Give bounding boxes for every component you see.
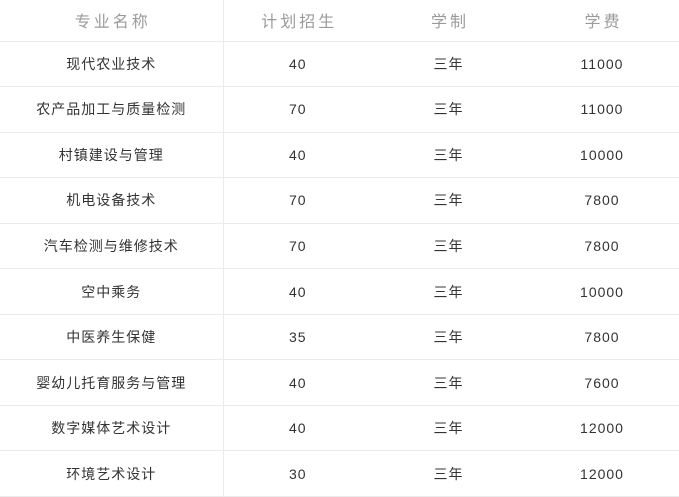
tuition-cell: 12000 [525,405,679,452]
column-header-planned-enrollment: 计划招生 [223,0,372,42]
duration-cell: 三年 [372,314,525,361]
planned-enrollment-cell: 70 [223,223,372,270]
tuition-cell: 10000 [525,268,679,315]
table-row: 村镇建设与管理 40 三年 10000 [0,132,679,179]
duration-cell: 三年 [372,223,525,270]
planned-enrollment-cell: 40 [223,268,372,315]
table-row: 农产品加工与质量检测 70 三年 11000 [0,86,679,133]
table-row: 空中乘务 40 三年 10000 [0,268,679,315]
duration-cell: 三年 [372,405,525,452]
column-header-major-name: 专业名称 [0,0,224,42]
tuition-cell: 11000 [525,41,679,88]
planned-enrollment-cell: 70 [223,177,372,224]
tuition-cell: 10000 [525,132,679,179]
tuition-cell: 7800 [525,177,679,224]
table-row: 汽车检测与维修技术 70 三年 7800 [0,223,679,270]
duration-cell: 三年 [372,177,525,224]
column-header-duration: 学制 [372,0,525,42]
major-name-cell: 农产品加工与质量检测 [0,86,224,133]
duration-cell: 三年 [372,359,525,406]
table-row: 中医养生保健 35 三年 7800 [0,314,679,361]
planned-enrollment-cell: 40 [223,405,372,452]
table-row: 现代农业技术 40 三年 11000 [0,41,679,88]
major-name-cell: 中医养生保健 [0,314,224,361]
tuition-cell: 7600 [525,359,679,406]
tuition-cell: 7800 [525,223,679,270]
duration-cell: 三年 [372,86,525,133]
planned-enrollment-cell: 40 [223,359,372,406]
major-name-cell: 空中乘务 [0,268,224,315]
tuition-cell: 11000 [525,86,679,133]
major-name-cell: 现代农业技术 [0,41,224,88]
major-name-cell: 环境艺术设计 [0,450,224,497]
planned-enrollment-cell: 70 [223,86,372,133]
duration-cell: 三年 [372,132,525,179]
major-name-cell: 村镇建设与管理 [0,132,224,179]
table-row: 数字媒体艺术设计 40 三年 12000 [0,405,679,452]
planned-enrollment-cell: 40 [223,41,372,88]
table-row: 婴幼儿托育服务与管理 40 三年 7600 [0,359,679,406]
major-name-cell: 机电设备技术 [0,177,224,224]
planned-enrollment-cell: 35 [223,314,372,361]
tuition-cell: 7800 [525,314,679,361]
table-header-row: 专业名称 计划招生 学制 学费 [0,0,679,42]
major-name-cell: 数字媒体艺术设计 [0,405,224,452]
duration-cell: 三年 [372,268,525,315]
duration-cell: 三年 [372,450,525,497]
planned-enrollment-cell: 40 [223,132,372,179]
column-header-tuition: 学费 [525,0,679,42]
tuition-cell: 12000 [525,450,679,497]
duration-cell: 三年 [372,41,525,88]
table-row: 环境艺术设计 30 三年 12000 [0,450,679,497]
major-name-cell: 婴幼儿托育服务与管理 [0,359,224,406]
planned-enrollment-cell: 30 [223,450,372,497]
major-name-cell: 汽车检测与维修技术 [0,223,224,270]
table-row: 机电设备技术 70 三年 7800 [0,177,679,224]
table-body: 现代农业技术 40 三年 11000 农产品加工与质量检测 70 三年 11000 村镇建设与管… [0,41,679,497]
